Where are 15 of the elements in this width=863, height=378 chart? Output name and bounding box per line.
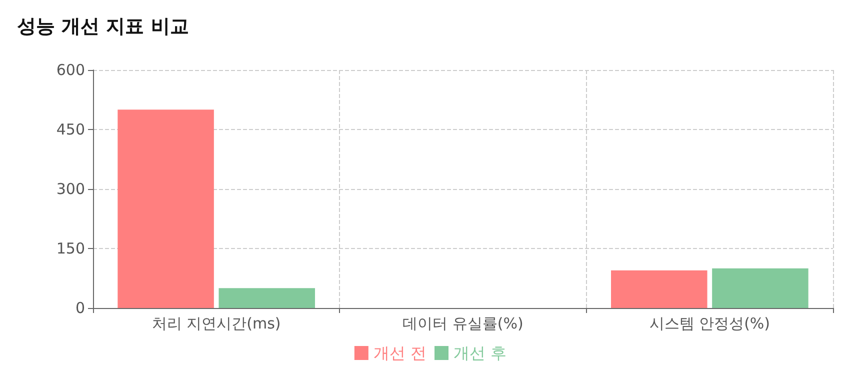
bar (118, 110, 214, 308)
legend-label: 개선 후 (454, 344, 507, 362)
y-tick-label: 300 (56, 180, 85, 198)
bar (218, 288, 315, 308)
bar (712, 268, 808, 308)
y-tick-label: 450 (56, 120, 85, 138)
x-tick-label: 시스템 안정성(%) (649, 314, 770, 332)
chart-title: 성능 개선 지표 비교 (17, 16, 189, 38)
y-tick-label: 600 (56, 61, 85, 79)
y-tick-label: 0 (75, 299, 85, 317)
legend-label: 개선 전 (373, 344, 427, 362)
x-tick-label: 데이터 유실률(%) (402, 314, 524, 332)
bar (611, 270, 708, 308)
x-tick-label: 처리 지연시간(ms) (152, 314, 281, 332)
y-tick-label: 150 (56, 240, 85, 258)
